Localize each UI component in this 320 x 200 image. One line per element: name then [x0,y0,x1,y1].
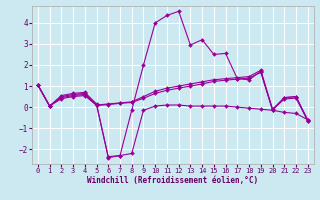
X-axis label: Windchill (Refroidissement éolien,°C): Windchill (Refroidissement éolien,°C) [87,176,258,185]
